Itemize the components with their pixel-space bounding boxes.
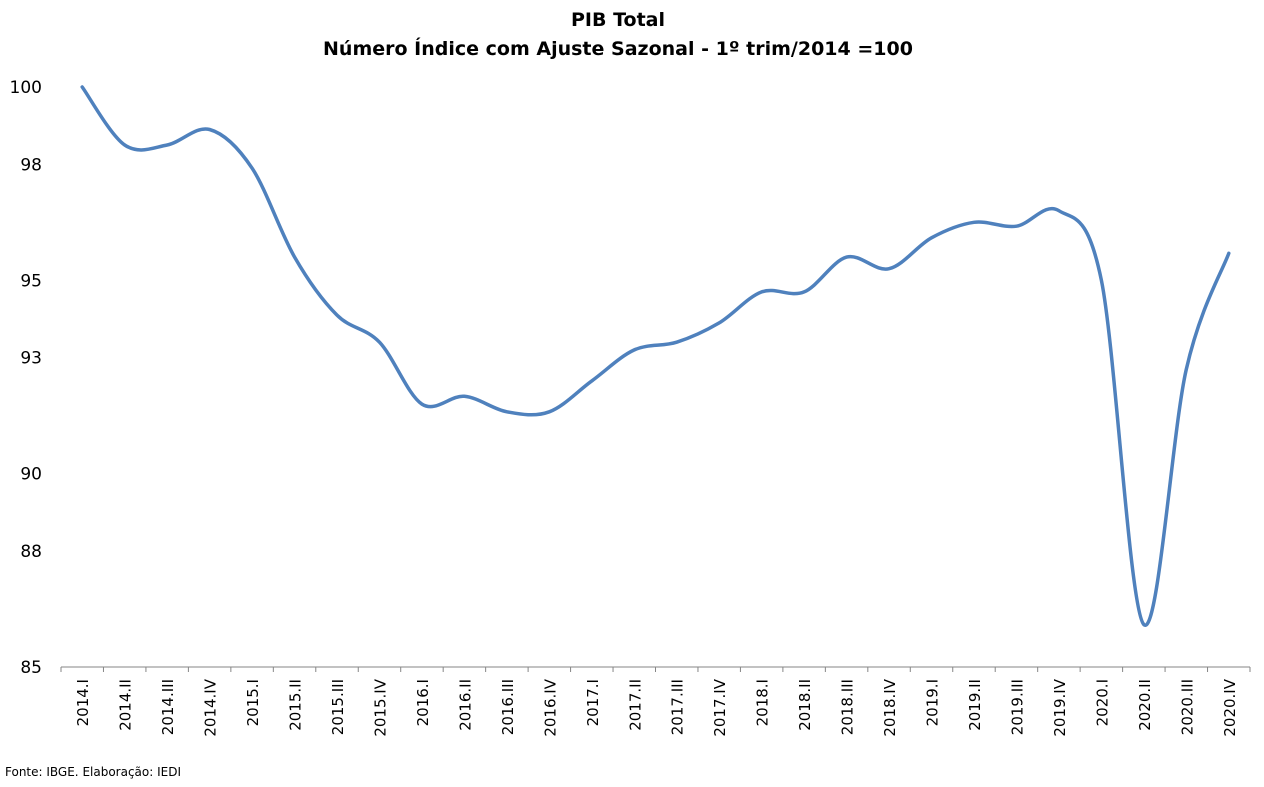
data-point: [462, 394, 466, 398]
x-tick-label: 2016.II: [456, 679, 474, 731]
data-point: [802, 290, 806, 294]
y-tick-label: 98: [20, 155, 42, 175]
x-tick-label: 2015.IV: [371, 678, 389, 736]
x-tick-label: 2014.I: [74, 679, 92, 726]
data-point: [293, 255, 297, 259]
y-tick-label: 100: [10, 78, 42, 98]
data-point: [675, 340, 679, 344]
chart-title-block: PIB Total Número Índice com Ajuste Sazon…: [0, 6, 1236, 64]
x-tick-label: 2019.III: [1008, 679, 1026, 735]
x-tick-label: 2015.I: [244, 679, 262, 726]
data-point: [420, 402, 424, 406]
x-tick-label: 2017.III: [669, 679, 687, 735]
data-point: [165, 143, 169, 147]
x-tick-label: 2015.III: [329, 679, 347, 735]
data-point: [1227, 251, 1231, 255]
x-axis-tickmarks: [60, 667, 1251, 672]
x-tick-label: 2014.III: [159, 679, 177, 735]
y-tick-label: 93: [20, 349, 42, 369]
x-tick-label: 2020.II: [1136, 679, 1154, 731]
data-point: [123, 143, 127, 147]
x-tick-label: 2017.II: [626, 679, 644, 731]
x-tick-label: 2014.IV: [202, 678, 220, 736]
x-tick-label: 2019.IV: [1051, 678, 1069, 736]
x-tick-label: 2016.I: [414, 679, 432, 726]
x-tick-label: 2020.IV: [1221, 678, 1239, 736]
data-point: [887, 267, 891, 271]
data-point: [590, 379, 594, 383]
y-axis-ticks: 85 88 90 93 95 98 100: [10, 78, 42, 678]
x-tick-label: 2017.IV: [711, 678, 729, 736]
source-note: Fonte: IBGE. Elaboração: IEDI: [5, 765, 182, 779]
data-point: [1014, 224, 1018, 228]
x-tick-label: 2018.IV: [881, 678, 899, 736]
x-tick-label: 2019.II: [966, 679, 984, 731]
data-point: [632, 348, 636, 352]
chart-title: PIB Total: [571, 9, 665, 31]
data-point: [1099, 278, 1103, 282]
x-tick-label: 2017.I: [584, 679, 602, 726]
series-line: [80, 85, 1231, 627]
data-point: [972, 220, 976, 224]
chart-subtitle: Número Índice com Ajuste Sazonal - 1º tr…: [323, 38, 913, 60]
y-tick-label: 90: [20, 465, 42, 485]
data-point: [208, 128, 212, 132]
x-tick-label: 2020.III: [1178, 679, 1196, 735]
data-point: [717, 321, 721, 325]
x-tick-label: 2015.II: [287, 679, 305, 731]
data-point: [1142, 622, 1146, 626]
x-tick-label: 2018.I: [754, 679, 772, 726]
x-tick-label: 2020.I: [1093, 679, 1111, 726]
data-point: [1057, 209, 1061, 213]
data-point: [930, 236, 934, 240]
data-point: [80, 85, 84, 89]
x-tick-label: 2018.III: [839, 679, 857, 735]
data-point: [377, 340, 381, 344]
x-tick-label: 2016.IV: [541, 678, 559, 736]
data-point: [335, 313, 339, 317]
x-tick-label: 2019.I: [924, 679, 942, 726]
y-tick-label: 85: [20, 658, 42, 678]
data-point: [547, 410, 551, 414]
data-point: [505, 410, 509, 414]
data-point: [760, 290, 764, 294]
y-tick-label: 95: [20, 271, 42, 291]
x-tick-label: 2016.III: [499, 679, 517, 735]
data-point: [845, 255, 849, 259]
data-point: [250, 166, 254, 170]
x-tick-label: 2018.II: [796, 679, 814, 731]
data-point: [1184, 367, 1188, 371]
x-axis-tick-labels: 2014.I 2014.II 2014.III 2014.IV 2015.I 2015.I…: [74, 678, 1239, 736]
x-tick-label: 2014.II: [117, 679, 135, 731]
y-tick-label: 88: [20, 542, 42, 562]
